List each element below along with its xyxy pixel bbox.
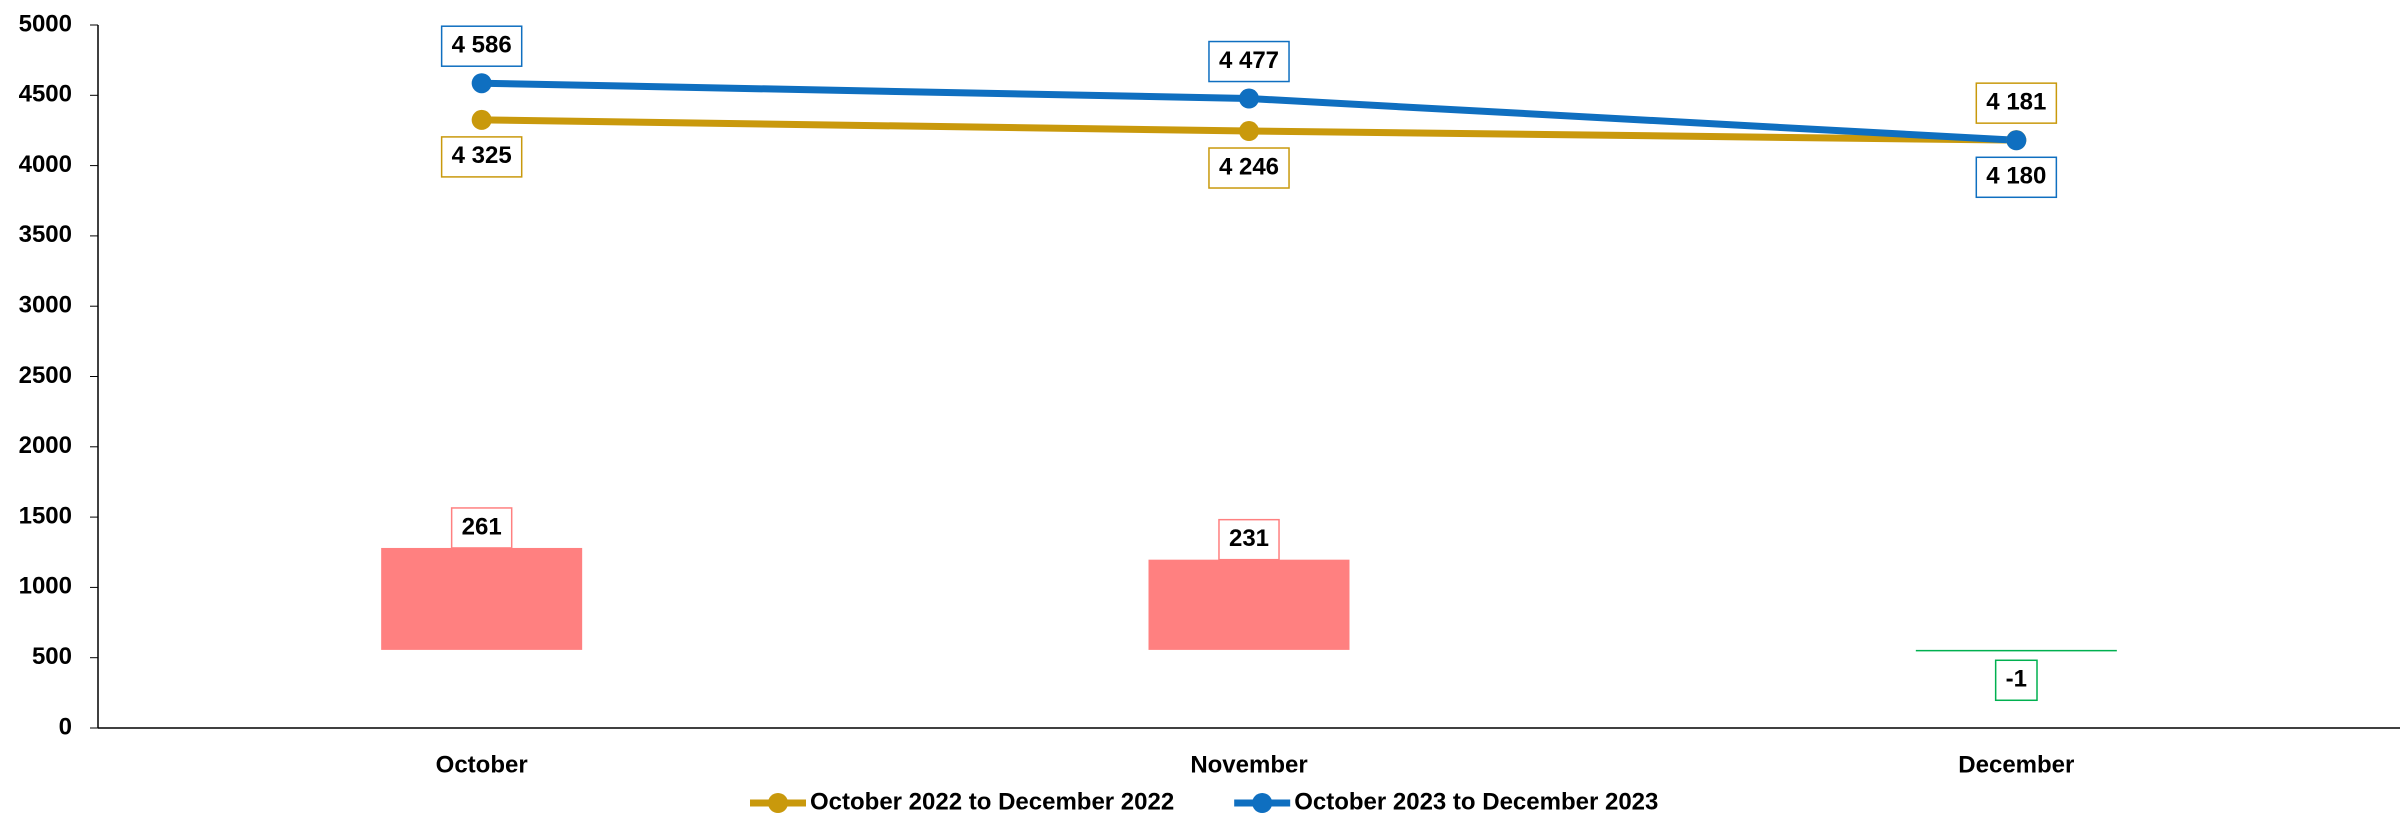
x-tick-label: October — [436, 751, 528, 778]
y-tick-label: 4000 — [19, 151, 72, 178]
data-label: 261 — [462, 513, 502, 540]
x-tick-label: November — [1190, 751, 1307, 778]
data-label: 4 246 — [1219, 153, 1279, 180]
difference-bar — [1148, 559, 1350, 650]
series-marker — [471, 73, 492, 94]
label-box — [440, 25, 523, 67]
label-box — [1975, 82, 2058, 124]
y-tick-label: 0 — [59, 713, 72, 740]
data-label: -1 — [2006, 666, 2027, 693]
data-label: 4 181 — [1986, 88, 2046, 115]
label-box — [1975, 156, 2058, 199]
series-marker — [1239, 121, 1259, 142]
series-marker — [2006, 130, 2027, 151]
y-tick-label: 4500 — [19, 81, 72, 108]
y-tick-label: 2500 — [19, 362, 72, 389]
data-label: 4 325 — [452, 142, 512, 169]
y-tick-label: 5000 — [19, 10, 72, 37]
label-box — [1994, 659, 2038, 702]
label-box — [1208, 40, 1290, 83]
y-tick-label: 1500 — [19, 502, 72, 529]
label-box — [1218, 518, 1280, 561]
y-tick-label: 500 — [32, 643, 72, 670]
legend-label: October 2022 to December 2022 — [810, 788, 1174, 815]
difference-bar — [381, 547, 583, 650]
label-box — [1208, 147, 1290, 189]
series-marker — [1239, 88, 1259, 109]
legend-marker — [768, 793, 788, 813]
difference-bar — [1915, 649, 2117, 652]
label-box — [450, 507, 513, 549]
data-label: 4 180 — [1986, 163, 2046, 190]
y-tick-label: 1000 — [19, 573, 72, 600]
label-box — [440, 136, 523, 178]
data-label: 231 — [1229, 525, 1269, 552]
data-label: 4 477 — [1219, 47, 1279, 74]
legend-marker — [1252, 793, 1273, 813]
y-tick-label: 3000 — [19, 292, 72, 319]
y-tick-label: 2000 — [19, 432, 72, 459]
y-tick-label: 3500 — [19, 221, 72, 248]
x-tick-label: December — [1958, 751, 2074, 778]
legend-label: October 2023 to December 2023 — [1294, 788, 1658, 815]
series-marker — [471, 109, 492, 130]
data-label: 4 586 — [452, 32, 512, 59]
